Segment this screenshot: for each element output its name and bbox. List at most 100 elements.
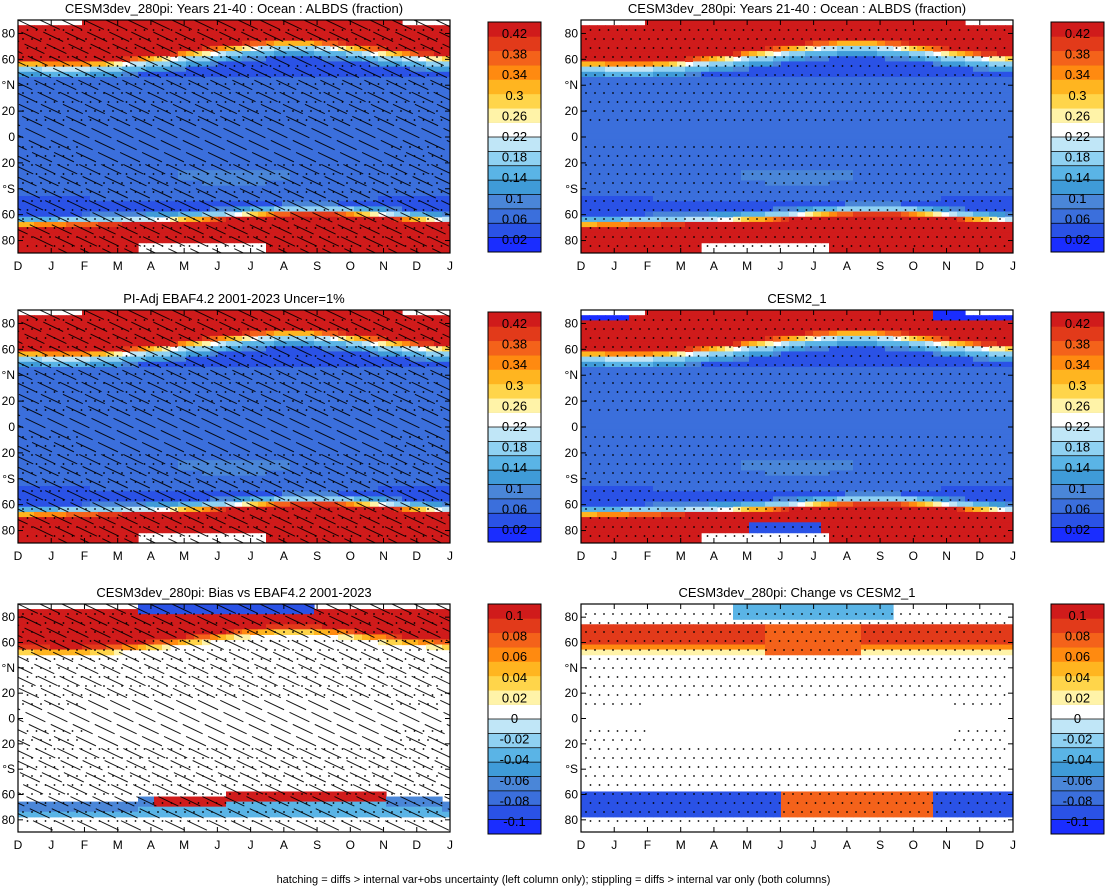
- heatmap-cell: [410, 82, 419, 88]
- stipple-dot: [256, 74, 258, 76]
- stipple-dot: [260, 47, 263, 49]
- stipple-dot: [80, 245, 83, 247]
- heatmap-cell: [821, 92, 830, 99]
- heatmap-cell: [298, 92, 307, 99]
- heatmap-cell: [66, 201, 75, 207]
- heatmap-cell: [66, 128, 75, 135]
- heatmap-cell: [306, 102, 315, 109]
- heatmap-cell: [162, 149, 171, 156]
- heatmap-cell: [66, 159, 75, 166]
- stipple-dot: [229, 74, 231, 76]
- heatmap-cell: [749, 87, 758, 94]
- heatmap-cell: [378, 97, 387, 104]
- stipple-dot: [427, 164, 429, 166]
- heatmap-cell: [290, 232, 299, 239]
- heatmap-cell: [837, 66, 846, 73]
- heatmap-cell: [138, 144, 147, 151]
- stipple-dot: [422, 29, 425, 31]
- heatmap-cell: [701, 76, 710, 83]
- heatmap-cell: [661, 87, 670, 94]
- stipple-dot: [319, 218, 321, 220]
- heatmap-cell: [170, 190, 179, 197]
- stipple-dot: [229, 110, 231, 112]
- heatmap-cell: [749, 227, 758, 233]
- heatmap-cell: [418, 201, 427, 207]
- heatmap-cell: [154, 56, 163, 63]
- heatmap-cell: [637, 118, 646, 125]
- heatmap-cell: [282, 66, 291, 73]
- stipple-dot: [377, 119, 380, 121]
- heatmap-cell: [621, 76, 630, 83]
- heatmap-cell: [162, 232, 171, 239]
- stipple-dot: [49, 92, 51, 94]
- heatmap-cell: [765, 123, 774, 130]
- hatch-line: [281, 20, 450, 101]
- heatmap-cell: [130, 40, 139, 47]
- heatmap-cell: [693, 87, 702, 94]
- stipple-dot: [265, 200, 267, 202]
- heatmap-cell: [813, 128, 822, 135]
- heatmap-cell: [282, 139, 291, 145]
- heatmap-cell: [330, 123, 339, 130]
- heatmap-cell: [789, 61, 798, 68]
- heatmap-cell: [146, 175, 155, 182]
- heatmap-cell: [186, 133, 195, 140]
- heatmap-cell: [226, 51, 235, 57]
- stipple-dot: [112, 74, 114, 76]
- stipple-dot: [220, 236, 222, 238]
- heatmap-cell: [813, 87, 822, 94]
- heatmap-cell: [581, 35, 590, 42]
- heatmap-cell: [605, 211, 614, 218]
- stipple-dot: [233, 101, 236, 103]
- stipple-dot: [260, 119, 263, 121]
- stipple-dot: [179, 83, 182, 85]
- heatmap-cell: [605, 196, 614, 202]
- heatmap-cell: [757, 201, 766, 207]
- heatmap-cell: [669, 87, 678, 94]
- heatmap-cell: [234, 185, 243, 192]
- heatmap-cell: [234, 164, 243, 171]
- stipple-dot: [269, 245, 272, 247]
- stipple-dot: [337, 182, 339, 184]
- heatmap-cell: [58, 164, 67, 171]
- heatmap-cell: [90, 113, 99, 119]
- heatmap-cell: [613, 133, 622, 140]
- heatmap-cell: [50, 211, 59, 218]
- stipple-dot: [278, 47, 281, 49]
- heatmap-cell: [589, 216, 598, 223]
- stipple-dot: [184, 92, 186, 94]
- heatmap-cell: [733, 227, 742, 233]
- heatmap-cell: [410, 159, 419, 166]
- heatmap-cell: [210, 216, 219, 223]
- heatmap-cell: [725, 56, 734, 63]
- stipple-dot: [62, 209, 65, 211]
- figure-canvas: CESM3dev_280pi: Years 21-40 : Ocean : AL…: [2, 1, 1105, 852]
- heatmap-cell: [138, 164, 147, 171]
- heatmap-cell: [362, 247, 371, 253]
- heatmap-cell: [98, 40, 107, 47]
- hatch-line: [18, 20, 450, 227]
- heatmap-cell: [98, 118, 107, 125]
- heatmap-cell: [210, 30, 219, 37]
- stipple-dot: [256, 110, 258, 112]
- stipple-dot: [323, 191, 326, 193]
- heatmap-cell: [242, 196, 251, 202]
- heatmap-cell: [114, 144, 123, 151]
- heatmap-cell: [685, 71, 694, 78]
- heatmap-cell: [434, 76, 443, 83]
- heatmap-cell: [741, 221, 750, 228]
- heatmap-cell: [661, 170, 670, 176]
- heatmap-cell: [637, 40, 646, 47]
- heatmap-cell: [653, 97, 662, 104]
- heatmap-cell: [162, 211, 171, 218]
- heatmap-cell: [693, 185, 702, 192]
- heatmap-cell: [605, 118, 614, 125]
- heatmap-cell: [306, 149, 315, 156]
- heatmap-cell: [202, 159, 211, 166]
- heatmap-cell: [210, 170, 219, 176]
- heatmap-cell: [202, 216, 211, 223]
- stipple-dot: [386, 245, 389, 247]
- heatmap-cell: [34, 35, 43, 42]
- heatmap-cell: [653, 76, 662, 83]
- heatmap-cell: [701, 71, 710, 78]
